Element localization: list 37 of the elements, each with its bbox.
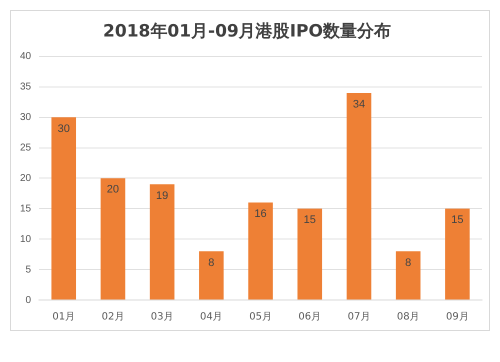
bar: [396, 251, 420, 300]
y-tick-label: 5: [26, 264, 32, 276]
x-tick-label: 06月: [298, 312, 322, 323]
x-tick-label: 08月: [396, 312, 420, 323]
data-label: 20: [106, 184, 120, 196]
y-tick-label: 25: [20, 142, 32, 154]
data-label: 34: [352, 98, 366, 110]
data-label: 19: [156, 190, 168, 202]
data-label: 15: [451, 214, 464, 226]
x-tick-label: 05月: [249, 312, 272, 323]
x-tick-label: 04月: [200, 312, 223, 323]
y-tick-label: 10: [20, 234, 32, 245]
data-label: 30: [58, 122, 70, 135]
y-tick-label: 40: [20, 51, 32, 62]
data-label: 8: [208, 256, 214, 269]
y-tick-label: 15: [20, 203, 32, 214]
bar: [445, 208, 470, 300]
y-tick-label: 35: [20, 82, 32, 93]
x-tick-label: 03月: [150, 312, 174, 323]
y-tick-label: 0: [26, 294, 32, 306]
data-label: 15: [304, 214, 316, 226]
bar: [248, 202, 273, 300]
bar: [199, 251, 224, 300]
bar: [346, 92, 372, 300]
x-tick-label: 01月: [52, 312, 76, 323]
bar: [297, 208, 322, 300]
y-tick-label: 30: [20, 112, 32, 124]
bar: [100, 178, 126, 300]
x-tick-label: 07月: [348, 312, 370, 323]
chart-title: 2018年01月-09月港股IPO数量分布: [103, 22, 391, 42]
y-tick-label: 20: [20, 172, 32, 184]
data-label: 8: [405, 256, 412, 269]
x-tick-label: 09月: [446, 312, 469, 323]
x-tick-label: 02月: [102, 312, 124, 323]
bar: [150, 184, 174, 300]
data-label: 16: [254, 208, 267, 220]
bar: [51, 117, 76, 300]
